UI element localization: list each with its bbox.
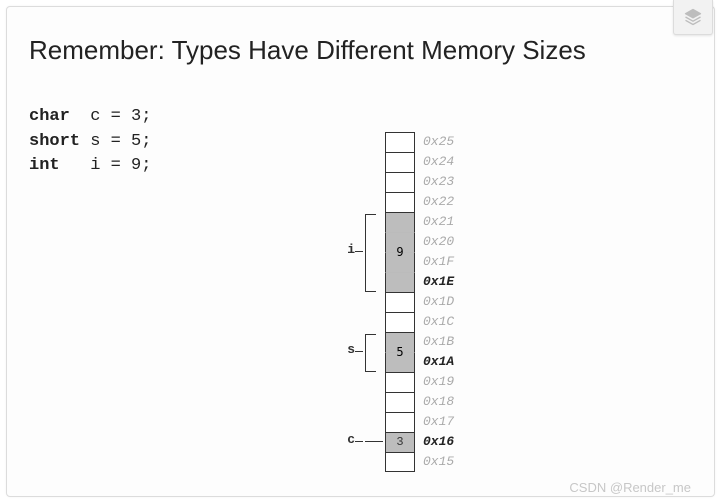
memory-bracket-dash — [355, 441, 363, 442]
memory-cell — [385, 312, 415, 332]
memory-cell — [385, 412, 415, 432]
code-type-keyword: char — [29, 107, 70, 126]
memory-address: 0x22 — [423, 192, 454, 212]
memory-address: 0x1C — [423, 312, 454, 332]
memory-bracket — [365, 214, 376, 292]
slide-frame: Remember: Types Have Different Memory Si… — [6, 6, 715, 497]
memory-address: 0x1A — [423, 352, 454, 372]
memory-cell — [385, 152, 415, 172]
memory-address: 0x25 — [423, 132, 454, 152]
memory-column: 3 — [385, 132, 415, 472]
watermark: CSDN @Render_me — [569, 480, 691, 495]
code-line: short s = 5; — [29, 130, 151, 155]
memory-address: 0x16 — [423, 432, 454, 452]
memory-cell — [385, 372, 415, 392]
memory-cell — [385, 132, 415, 152]
code-type-keyword: int — [29, 156, 60, 175]
slide-canvas: Remember: Types Have Different Memory Si… — [0, 0, 721, 503]
memory-cell — [385, 212, 415, 232]
code-line: int i = 9; — [29, 154, 151, 179]
memory-diagram: 0x250x240x230x220x210x200x1F0x1E0x1D0x1C… — [385, 132, 415, 472]
memory-cell: 3 — [385, 432, 415, 452]
memory-value-text: 9 — [385, 242, 415, 262]
memory-address: 0x1E — [423, 272, 454, 292]
memory-cell — [385, 452, 415, 472]
memory-address: 0x17 — [423, 412, 454, 432]
code-rest: i = 9; — [60, 156, 152, 175]
memory-cell — [385, 392, 415, 412]
memory-var-label: i — [337, 242, 355, 257]
memory-address: 0x15 — [423, 452, 454, 472]
memory-cell — [385, 192, 415, 212]
memory-var-label: s — [337, 342, 355, 357]
memory-cell — [385, 292, 415, 312]
layers-icon — [683, 7, 703, 27]
memory-cell — [385, 172, 415, 192]
code-rest: c = 3; — [70, 107, 152, 126]
memory-var-label: c — [337, 432, 355, 447]
code-type-keyword: short — [29, 132, 80, 151]
memory-value-text: 5 — [385, 342, 415, 362]
memory-cell — [385, 272, 415, 292]
memory-bracket — [365, 334, 376, 372]
memory-address: 0x1F — [423, 252, 454, 272]
code-rest: s = 5; — [80, 132, 151, 151]
memory-address: 0x23 — [423, 172, 454, 192]
memory-address: 0x20 — [423, 232, 454, 252]
memory-bracket-dash — [355, 251, 363, 252]
memory-address: 0x18 — [423, 392, 454, 412]
memory-address: 0x1B — [423, 332, 454, 352]
memory-address: 0x24 — [423, 152, 454, 172]
memory-address: 0x1D — [423, 292, 454, 312]
memory-address: 0x21 — [423, 212, 454, 232]
slide-title: Remember: Types Have Different Memory Si… — [29, 35, 586, 66]
memory-bracket — [365, 441, 383, 442]
code-block: char c = 3;short s = 5;int i = 9; — [29, 105, 151, 179]
memory-address: 0x19 — [423, 372, 454, 392]
code-line: char c = 3; — [29, 105, 151, 130]
layers-icon-button[interactable] — [673, 0, 713, 35]
memory-bracket-dash — [355, 351, 363, 352]
